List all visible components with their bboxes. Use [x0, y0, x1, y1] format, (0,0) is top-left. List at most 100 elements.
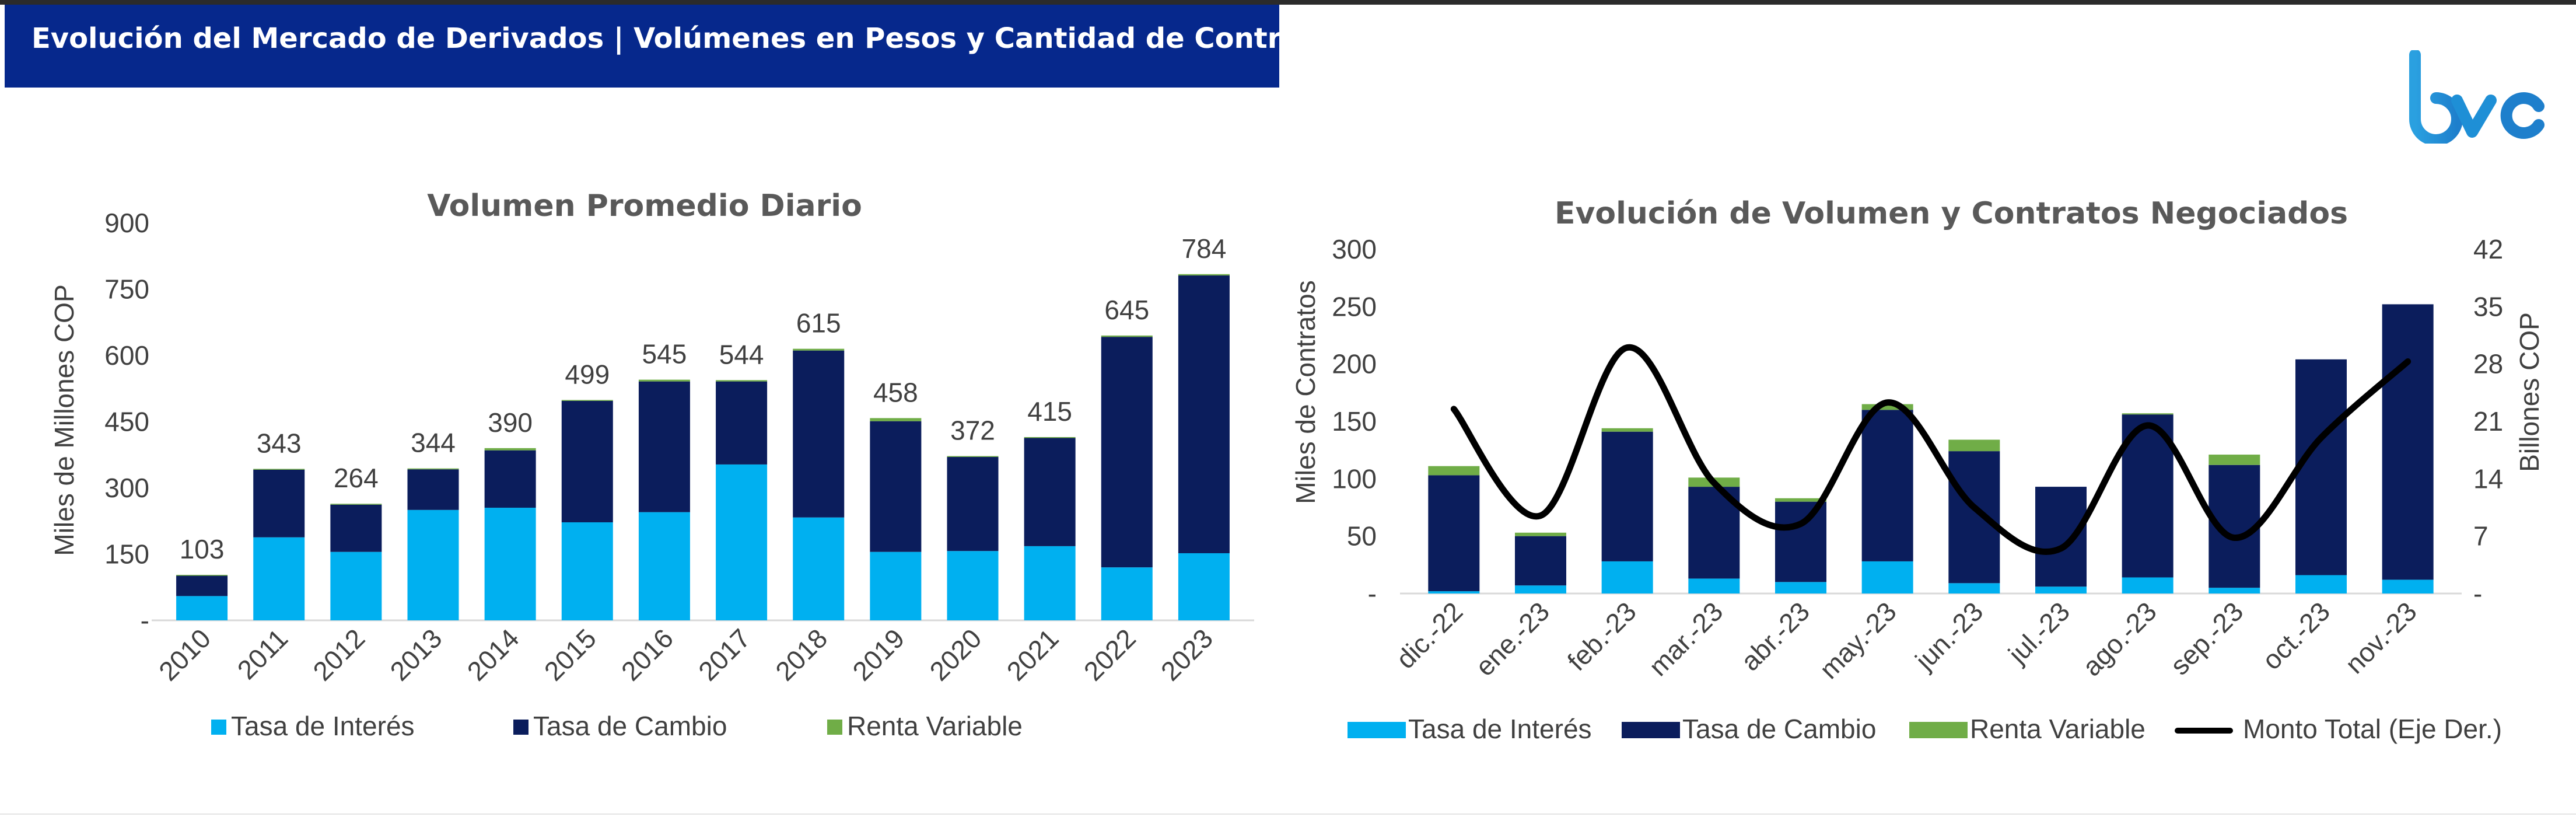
x-tick-label: 2013: [384, 623, 447, 686]
bar-renta-variable-2010: [176, 575, 228, 576]
y-tick-label: 600: [104, 340, 149, 371]
legend-label-tasa-cambio: Tasa de Cambio: [533, 711, 727, 741]
bar-tasa-de-interes-2019: [870, 551, 922, 620]
bar-renta-variable-2023: [1178, 274, 1230, 276]
y2-tick-label: 14: [2473, 463, 2503, 494]
legend-label-monto-total: Monto Total (Eje Der.): [2243, 714, 2502, 744]
legend-label-renta-variable: Renta Variable: [847, 711, 1023, 741]
legend-label-tasa-cambio: Tasa de Cambio: [1682, 714, 1876, 744]
bar-renta-variable-2022: [1101, 335, 1153, 337]
legend-swatch-tasa-interes: [211, 720, 226, 735]
data-label-total-2016: 545: [642, 339, 687, 369]
y-tick-label: -: [1368, 578, 1377, 609]
y-tick-label: 250: [1332, 291, 1377, 322]
bar-tasa-de-interes-oct.-23: [2295, 575, 2347, 593]
bar-tasa-de-interes-dic.-22: [1428, 591, 1480, 593]
x-tick-label: may.-23: [1814, 596, 1902, 685]
y2-tick-label: -: [2473, 578, 2482, 609]
bar-tasa-de-interes-jun.-23: [1948, 583, 2000, 593]
legend-swatch-tasa-cambio: [513, 720, 528, 735]
x-tick-label: 2023: [1155, 623, 1219, 686]
chart1-legend: Tasa de Interés Tasa de Cambio Renta Var…: [211, 711, 1023, 741]
y2-tick-label: 21: [2473, 406, 2503, 437]
y2-tick-label: 28: [2473, 349, 2503, 379]
data-label-total-2010: 103: [180, 534, 225, 564]
bar-renta-variable-2012: [330, 504, 382, 505]
bar-tasa-de-cambio-jun.-23: [1948, 451, 2000, 584]
bar-tasa-de-cambio-2020: [947, 457, 999, 551]
x-tick-label: ene.-23: [1469, 596, 1555, 682]
chart2-y-axis-label: Miles de Contratos: [1290, 280, 1321, 504]
bar-tasa-de-cambio-feb.-23: [1601, 431, 1653, 561]
bar-tasa-de-interes-jul.-23: [2035, 586, 2087, 593]
bar-tasa-de-cambio-2013: [407, 469, 459, 510]
x-tick-label: 2012: [307, 623, 370, 686]
bar-tasa-de-interes-2015: [561, 522, 613, 620]
bar-renta-variable-ene.-23: [1515, 532, 1566, 536]
y-tick-label: 750: [104, 274, 149, 305]
data-label-total-2012: 264: [334, 463, 379, 493]
data-label-total-2023: 784: [1182, 233, 1227, 264]
y2-tick-label: 7: [2473, 521, 2488, 551]
chart2-legend: Tasa de Interés Tasa de Cambio Renta Var…: [1348, 714, 2502, 744]
data-label-total-2018: 615: [796, 308, 841, 338]
bar-tasa-de-interes-ago.-23: [2122, 577, 2174, 593]
x-tick-label: 2016: [615, 623, 679, 686]
bar-tasa-de-cambio-2015: [561, 400, 613, 523]
chart-evolucion-volumen-contratos: Evolución de Volumen y Contratos Negocia…: [1290, 196, 2544, 744]
bar-renta-variable-2016: [638, 379, 690, 382]
bar-tasa-de-cambio-2018: [793, 350, 845, 518]
bar-renta-variable-2011: [253, 469, 305, 470]
bar-tasa-de-cambio-2011: [253, 469, 305, 537]
bar-tasa-de-interes-2022: [1101, 567, 1153, 620]
bar-tasa-de-cambio-2023: [1178, 275, 1230, 553]
data-label-total-2015: 499: [565, 359, 610, 389]
y-tick-label: 200: [1332, 349, 1377, 379]
bar-renta-variable-jun.-23: [1948, 439, 2000, 452]
bar-tasa-de-interes-abr.-23: [1775, 582, 1826, 593]
bar-renta-variable-2017: [716, 380, 768, 382]
bar-tasa-de-cambio-2014: [484, 450, 536, 508]
bar-tasa-de-cambio-jul.-23: [2035, 487, 2087, 587]
x-tick-label: 2018: [769, 623, 833, 686]
bar-tasa-de-interes-2010: [176, 596, 228, 620]
y-tick-label: 150: [104, 539, 149, 570]
data-label-total-2017: 544: [719, 339, 764, 369]
bar-renta-variable-2020: [947, 456, 999, 458]
top-border: [0, 0, 2576, 5]
bar-tasa-de-cambio-2022: [1101, 337, 1153, 568]
x-tick-label: oct.-23: [2256, 596, 2336, 675]
legend-swatch-renta-variable: [827, 720, 842, 735]
bar-tasa-de-interes-2014: [484, 508, 536, 620]
y-tick-label: 300: [104, 473, 149, 503]
x-tick-label: 2021: [1001, 623, 1065, 686]
y-tick-label: 900: [104, 208, 149, 238]
x-tick-label: abr.-23: [1735, 596, 1815, 676]
bar-tasa-de-interes-2021: [1024, 546, 1076, 620]
x-tick-label: sep.-23: [2164, 596, 2249, 680]
bar-tasa-de-cambio-nov.-23: [2382, 304, 2434, 580]
bar-renta-variable-2013: [407, 468, 459, 470]
bar-tasa-de-interes-2017: [716, 464, 768, 620]
x-tick-label: 2010: [153, 623, 216, 686]
data-label-total-2021: 415: [1027, 396, 1072, 427]
x-tick-label: jun.-23: [1909, 596, 1989, 676]
bar-tasa-de-cambio-may.-23: [1861, 410, 1913, 561]
x-tick-label: 2014: [461, 623, 525, 686]
legend-swatch-tasa-interes: [1348, 722, 1406, 738]
chart-volumen-promedio-diario: Volumen Promedio Diario Miles de Millone…: [49, 188, 1254, 741]
y2-tick-label: 42: [2473, 234, 2503, 264]
bar-tasa-de-cambio-2017: [716, 381, 768, 465]
x-tick-label: jul.-23: [2001, 596, 2076, 670]
x-tick-label: 2020: [923, 623, 987, 686]
bar-tasa-de-cambio-dic.-22: [1428, 475, 1480, 592]
legend-label-tasa-interes: Tasa de Interés: [231, 711, 415, 741]
x-tick-label: 2022: [1078, 623, 1142, 686]
bar-tasa-de-interes-2011: [253, 537, 305, 620]
x-tick-label: 2015: [538, 623, 602, 686]
bar-tasa-de-interes-2020: [947, 551, 999, 620]
bar-renta-variable-feb.-23: [1601, 428, 1653, 432]
bar-tasa-de-interes-2013: [407, 509, 459, 620]
chart1-title: Volumen Promedio Diario: [427, 188, 862, 224]
data-label-total-2014: 390: [488, 407, 533, 438]
